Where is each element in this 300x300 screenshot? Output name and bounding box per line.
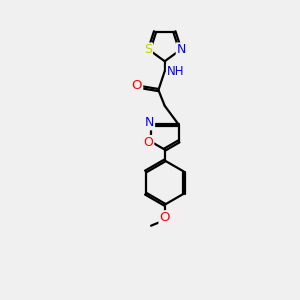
Text: N: N	[145, 116, 154, 129]
Text: O: O	[132, 80, 142, 92]
Text: S: S	[144, 44, 152, 56]
Text: O: O	[160, 211, 170, 224]
Text: O: O	[143, 136, 153, 149]
Text: N: N	[177, 44, 186, 56]
Text: NH: NH	[167, 64, 184, 78]
